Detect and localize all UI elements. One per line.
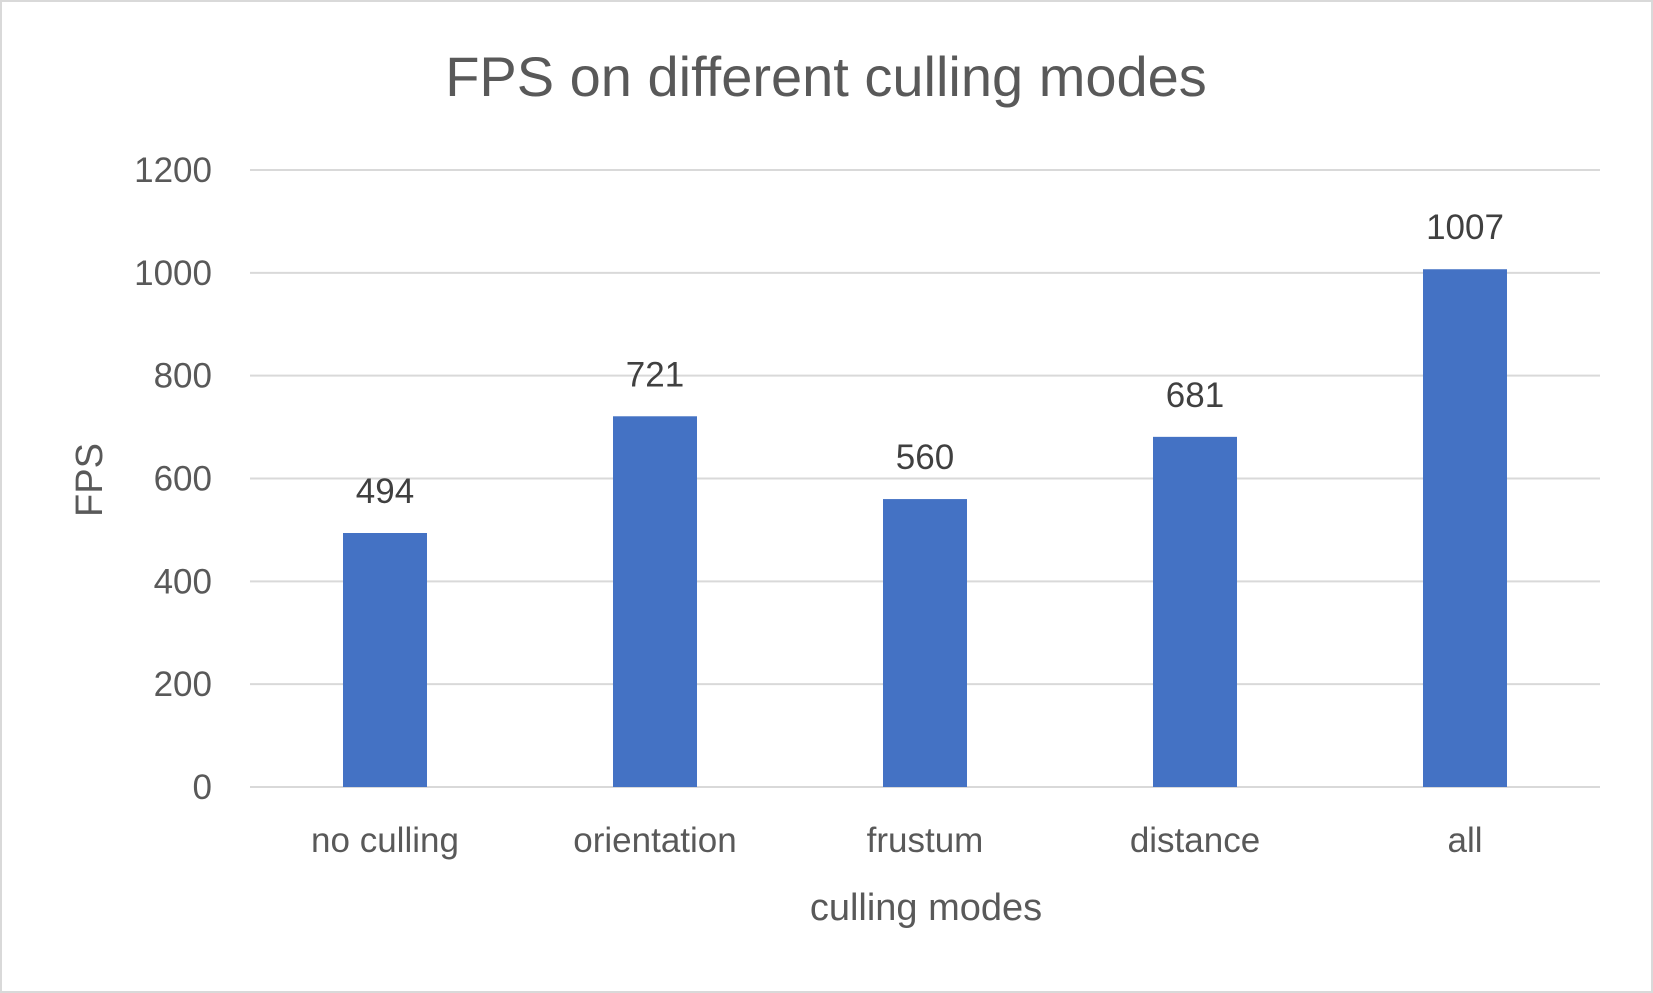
y-tick-label: 200 [154,665,212,704]
data-label: 721 [626,355,684,394]
y-tick-label: 1000 [134,254,212,293]
data-label: 494 [356,472,414,511]
x-tick-label: all [1447,821,1482,860]
x-tick-label: distance [1130,821,1260,860]
bars [343,269,1507,788]
data-label: 560 [896,438,954,477]
x-axis-title: culling modes [810,887,1042,929]
chart-title: FPS on different culling modes [445,45,1207,108]
y-tick-label: 800 [154,357,212,396]
bar [1153,436,1237,787]
gridlines [250,169,1600,788]
x-tick-label: no culling [311,821,459,860]
y-tick-label: 600 [154,460,212,499]
y-axis-ticks: 0 200 400 600 800 1000 1200 [134,151,212,807]
bar [1423,269,1507,788]
bar [613,416,697,787]
bar [343,533,427,787]
data-labels: 494 721 560 681 1007 [356,208,1504,511]
x-tick-label: orientation [573,821,736,860]
y-axis-title: FPS [69,443,111,517]
bar [883,499,967,787]
data-label: 1007 [1426,208,1504,247]
x-axis-ticks: no culling orientation frustum distance all [311,821,1482,860]
data-label: 681 [1166,376,1224,415]
y-tick-label: 1200 [134,151,212,190]
y-tick-label: 0 [193,768,212,807]
x-tick-label: frustum [867,821,984,860]
y-tick-label: 400 [154,562,212,601]
